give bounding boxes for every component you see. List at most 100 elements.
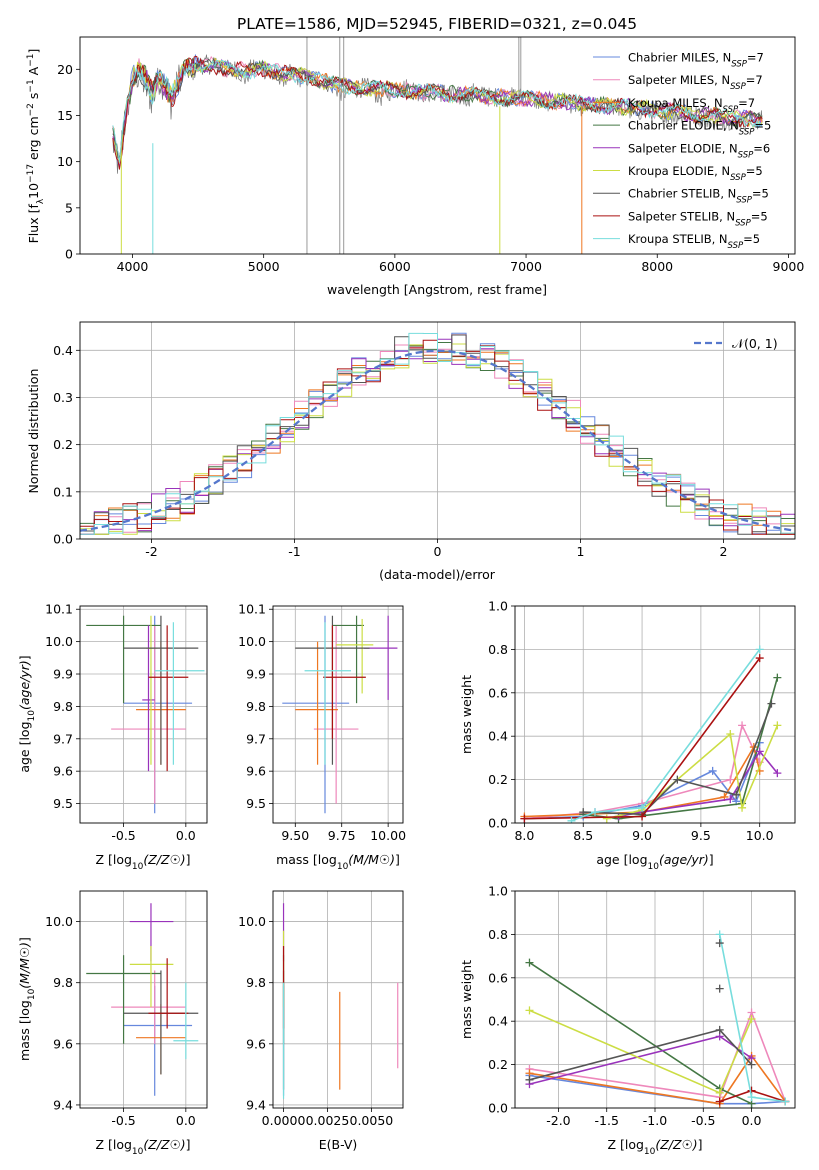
series-line-chabrier-miles (529, 1074, 786, 1105)
x-axis-label: wavelength [Angstrom, rest frame] (327, 282, 547, 297)
y-tick-label: 9.6 (53, 1036, 73, 1051)
legend-label: Salpeter STELIB, NSSP=5 (628, 209, 768, 228)
series-marker (525, 958, 534, 967)
massweight-vs-metallicity-panel: -2.0 -1.5 -1.0 -0.5 0.0 0.0 0.2 0.4 0.6 0.8 1.0 mas… (459, 884, 796, 1157)
series-marker (726, 775, 735, 784)
series-marker (738, 721, 747, 730)
age-vs-metallicity-panel: -0.5 0.0 9.5 9.6 9.7 9.8 9.9 10.0 10.1 Z [log10(Z… (17, 602, 208, 872)
y-tick-label: 1.0 (488, 599, 508, 614)
legend-label: Salpeter ELODIE, NSSP=6 (628, 141, 770, 160)
series-marker (715, 1097, 724, 1106)
x-tick-label: -1 (288, 544, 300, 559)
x-tick-label: 10.0 (746, 828, 774, 843)
legend-label: Salpeter MILES, NSSP=7 (628, 73, 763, 92)
series-line-chabrier-elodie (583, 677, 779, 820)
series-line-salpeter-elodie (529, 1035, 753, 1085)
y-tick-label: 0.2 (488, 772, 508, 787)
x-tick-label: 9000 (773, 259, 805, 274)
y-axis-label: age [log10(age/yr)] (17, 655, 37, 772)
series-marker (715, 1025, 724, 1034)
y-tick-label: 0.0 (53, 532, 73, 547)
series-line-kroupa-miles (529, 1054, 786, 1105)
series-marker (673, 775, 682, 784)
x-tick-label: 7000 (510, 259, 542, 274)
normal-reference-curve (80, 349, 795, 532)
x-tick-label: 10.00 (370, 828, 406, 843)
y-tick-label: 0.1 (53, 484, 73, 499)
x-tick-label: 8000 (641, 259, 673, 274)
plot-area (525, 930, 790, 1108)
y-tick-label: 0.6 (488, 685, 508, 700)
series-marker (755, 654, 764, 663)
x-tick-label: -0.5 (111, 828, 135, 843)
y-tick-label: 9.9 (53, 667, 73, 682)
y-tick-label: 0.2 (488, 1057, 508, 1072)
y-tick-label: 9.8 (246, 699, 266, 714)
plot-area (282, 903, 399, 1099)
y-tick-label: 0.4 (488, 1014, 508, 1029)
x-tick-label: 8.0 (514, 828, 534, 843)
x-tick-label: 4000 (117, 259, 149, 274)
y-tick-label: 0.8 (488, 927, 508, 942)
y-axis-label: mass [log10(M/M☉)] (17, 937, 37, 1061)
y-tick-label: 0.6 (488, 970, 508, 985)
series-marker (732, 790, 741, 799)
y-tick-label: 9.8 (246, 975, 266, 990)
x-axis-label: Z [log10(Z/Z☉)] (95, 852, 190, 872)
y-tick-label: 10 (57, 154, 73, 169)
series-marker (767, 699, 776, 708)
histogram-kroupa-stelib (80, 332, 795, 539)
y-tick-label: 0.3 (53, 390, 73, 405)
series-marker (755, 645, 764, 654)
model-line-salpeter-stelib (112, 55, 763, 170)
axes-frame (272, 605, 404, 824)
y-tick-label: 15 (57, 108, 73, 123)
plot-area (282, 615, 398, 814)
y-axis-label: Flux [fλ10−17 erg cm−2 s−1 A−1] (26, 49, 46, 244)
y-tick-label: 10.0 (238, 634, 266, 649)
axes-frame (79, 321, 796, 540)
y-tick-label: 9.4 (53, 1097, 73, 1112)
x-tick-label: -1.0 (643, 1113, 667, 1128)
mass-vs-ebv-panel: 0.0000 0.0025 0.0050 9.4 9.6 9.8 10.0 E(B-V) (238, 890, 404, 1152)
series-marker (638, 803, 647, 812)
y-tick-label: 0.4 (53, 343, 73, 358)
y-tick-label: 9.8 (53, 699, 73, 714)
legend-label: 𝒩(0, 1) (732, 336, 778, 351)
y-tick-label: 10.1 (238, 602, 266, 617)
residual-histogram-panel: -2 -1 0 1 2 0.0 0.1 0.2 0.3 0.4 𝒩(0, 1) (data-model… (26, 321, 796, 582)
axes-frame (79, 890, 208, 1109)
axes-frame (514, 605, 796, 824)
x-tick-label: -1.5 (595, 1113, 619, 1128)
y-tick-label: 0.2 (53, 437, 73, 452)
plot-area (520, 645, 782, 823)
x-axis-label: age [log10(age/yr)] (596, 852, 713, 872)
y-tick-label: 0.0 (488, 1101, 508, 1116)
series-line-chabrier-elodie (529, 961, 752, 1105)
legend-label: Chabrier ELODIE, NSSP=5 (628, 119, 771, 138)
figure-title: PLATE=1586, MJD=52945, FIBERID=0321, z=0… (237, 15, 637, 33)
y-tick-label: 1.0 (488, 884, 508, 899)
legend-label: Kroupa ELODIE, NSSP=5 (628, 164, 763, 183)
y-tick-label: 9.8 (53, 975, 73, 990)
series-marker (781, 1097, 790, 1106)
plot-area (112, 37, 763, 254)
series-marker (715, 1088, 724, 1097)
y-tick-label: 9.7 (246, 731, 266, 746)
x-tick-label: 9.50 (281, 828, 309, 843)
y-tick-label: 10.0 (45, 634, 73, 649)
age-vs-mass-panel: 9.50 9.75 10.00 9.5 9.6 9.7 9.8 9.9 10.0 10.1 mass… (238, 602, 406, 872)
axes-frame (79, 36, 796, 255)
plot-area (80, 332, 795, 539)
y-tick-label: 9.5 (246, 796, 266, 811)
series-marker (773, 769, 782, 778)
x-tick-label: -2 (145, 544, 157, 559)
series-marker (747, 1060, 756, 1069)
series-marker (591, 808, 599, 817)
series-marker (579, 808, 588, 817)
legend-label: Kroupa STELIB, NSSP=5 (628, 232, 760, 251)
x-axis-label: Z [log10(Z/Z☉)] (607, 1137, 702, 1157)
x-tick-label: 5000 (248, 259, 280, 274)
x-tick-label: 0.0050 (350, 1113, 394, 1128)
axes-frame (272, 890, 404, 1109)
